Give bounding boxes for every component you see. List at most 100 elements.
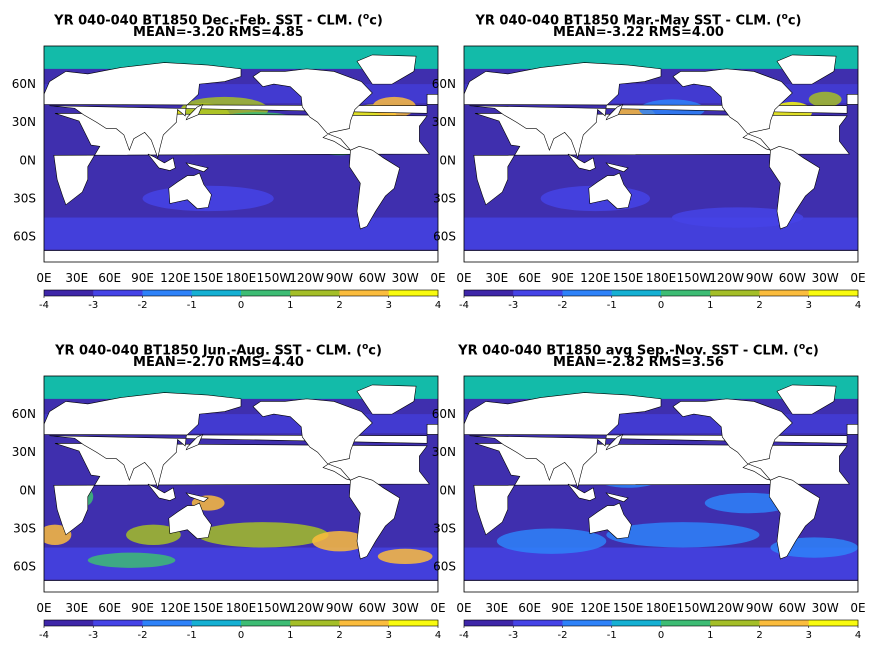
colorbar-tick-label: -1 [607,300,617,311]
x-tick-label: 60E [518,271,541,285]
x-tick-label: 180E [646,271,677,285]
x-tick-label: 0E [850,601,865,615]
y-tick-label: 60N [432,77,456,91]
x-tick-label: 150W [676,271,711,285]
panel-title: YR 040-040 BT1850 avg Sep.-Nov. SST - CL… [458,342,819,359]
land-mass [185,492,209,503]
y-tick-label: 60S [13,560,36,574]
panel-jja: YR 040-040 BT1850 Jun.-Aug. SST - CLM. (… [0,330,446,658]
colorbar-segment [93,620,143,626]
x-tick-label: 0E [850,271,865,285]
colorbar-segment [142,620,193,626]
colorbar-segment [44,290,94,296]
land-mass [567,483,596,501]
colorbar-tick-label: 1 [707,300,713,311]
x-tick-label: 60W [779,271,806,285]
colorbar-segment [388,290,439,296]
colorbar-tick-label: 1 [287,300,293,311]
land-mass [185,162,209,173]
colorbar-segment [290,290,340,296]
x-tick-label: 180E [646,601,677,615]
land-mass [464,580,858,592]
colorbar-tick-label: 3 [386,300,392,311]
y-tick-label: 60N [12,407,36,421]
panel-title: YR 040-040 BT1850 Dec.-Feb. SST - CLM. (… [54,12,383,29]
colorbar-tick-label: 0 [238,300,244,311]
y-tick-label: 60N [12,77,36,91]
colorbar-tick-label: -4 [39,300,49,311]
colorbar-segment [388,620,439,626]
land-mass [44,62,428,159]
land-mass [426,423,438,435]
land-mass [44,580,438,592]
x-tick-label: 30E [65,271,88,285]
x-tick-label: 150W [256,601,291,615]
x-tick-label: 150E [193,601,224,615]
colorbar-tick-label: -1 [607,630,617,641]
land-mass [846,423,858,435]
x-tick-label: 30E [485,601,508,615]
anomaly-blob [606,522,760,548]
colorbar-segment [290,620,340,626]
colorbar-segment [562,290,613,296]
arctic-field [44,376,438,399]
land-mass [349,476,401,560]
land-mass [588,172,632,209]
colorbar-segment [611,290,662,296]
colorbar-tick-label: 0 [658,300,664,311]
x-tick-label: 120W [709,601,744,615]
colorbar-segment [93,290,143,296]
colorbar-tick-label: 3 [386,630,392,641]
land-mass [44,250,438,262]
x-tick-label: 0E [430,271,445,285]
map-frame [43,45,439,263]
y-tick-label: 60S [433,560,456,574]
x-tick-label: 90E [551,601,574,615]
colorbar-tick-label: -3 [88,300,98,311]
colorbar-segment [44,620,94,626]
colorbar-tick-label: -1 [187,300,197,311]
x-tick-label: 90E [131,271,154,285]
colorbar-segment [142,290,193,296]
colorbar-tick-label: 3 [806,300,812,311]
y-tick-label: 60S [13,230,36,244]
colorbar-tick-label: -2 [138,300,148,311]
y-tick-label: 0N [439,153,456,167]
map-body [44,376,438,592]
map-body [464,46,858,262]
land-mass [356,54,417,85]
colorbar-segment [611,620,662,626]
x-tick-label: 30W [812,271,839,285]
southern-ocean-band [44,217,438,250]
y-tick-label: 30N [432,115,456,129]
y-tick-label: 30S [433,191,456,205]
x-tick-label: 30W [392,601,419,615]
colorbar-tick-label: -4 [39,630,49,641]
colorbar-segment [562,620,613,626]
colorbar-tick-label: -2 [138,630,148,641]
colorbar-segment [759,620,810,626]
colorbar-tick-label: -2 [558,630,568,641]
colorbar-segment [808,620,859,626]
colorbar-segment [710,620,760,626]
land-mass [147,153,176,171]
colorbar-tick-label: 1 [707,630,713,641]
land-mass [672,68,793,151]
land-mass [252,68,373,151]
x-tick-label: 30E [485,271,508,285]
anomaly-blob [312,531,367,552]
x-tick-label: 90W [326,271,353,285]
x-tick-label: 0E [36,601,51,615]
x-tick-label: 90W [326,601,353,615]
arctic-field [464,376,858,399]
panel-mam: YR 040-040 BT1850 Mar.-May SST - CLM. (o… [420,0,866,328]
land-mass [464,392,848,489]
colorbar-tick-label: 4 [855,630,861,641]
y-tick-label: 0N [19,483,36,497]
colorbar-segment [241,290,291,296]
x-tick-label: 60E [98,601,121,615]
x-tick-label: 180E [226,601,257,615]
